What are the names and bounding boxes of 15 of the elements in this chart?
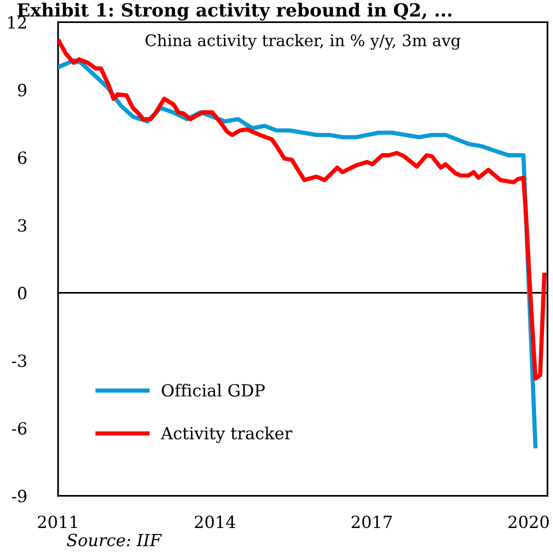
y-tick-label: -9 <box>12 490 26 502</box>
source-note: Source: IIF <box>66 534 162 546</box>
y-tick-label: 9 <box>18 84 26 96</box>
text: China activity tracker, in % y/y, 3m avg <box>146 34 460 50</box>
y-tick-label: -3 <box>12 354 26 368</box>
legend-label: Official GDP <box>162 384 265 397</box>
x-tick-label: 2014 <box>194 516 236 528</box>
y-tick-label: 0 <box>18 286 26 300</box>
legend-label: Activity tracker <box>160 426 292 443</box>
x-tick-label: 2017 <box>352 516 392 528</box>
y-tick-label: 3 <box>18 219 26 232</box>
y-tick-label: -6 <box>12 422 26 435</box>
y-tick-label: 6 <box>18 151 26 164</box>
x-tick-label: 2020 <box>508 516 549 528</box>
x-tick-label: 2011 <box>38 516 77 528</box>
